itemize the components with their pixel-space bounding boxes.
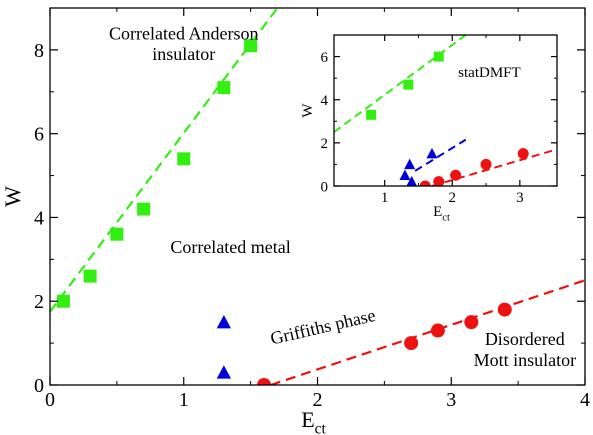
y-axis-label: W [0,186,25,207]
data-point-circle [497,302,512,317]
region-label-line: statDMFT [458,65,521,81]
data-point-circle [404,336,419,351]
y-tick-label: 6 [321,50,329,66]
data-point-square [83,269,97,283]
y-axis-label: W [300,103,316,118]
data-point-circle [450,169,462,181]
data-point-square [366,109,377,120]
data-point-square [433,51,444,62]
data-point-square [177,152,191,166]
data-point-circle [430,323,445,338]
fit-line [270,279,585,385]
x-tick-label: 3 [446,389,456,411]
region-label: statDMFT [458,65,521,81]
data-point-square [403,79,414,90]
data-point-square [56,294,70,308]
data-layer [50,8,585,385]
data-point-triangle [216,314,232,329]
region-label: Disordered Mott insulator [474,329,577,370]
y-tick-label: 2 [34,291,44,313]
data-point-circle [517,148,529,160]
data-point-square [244,39,258,53]
region-label: Correlated Anderson insulator [109,23,258,64]
region-label-line: insulator [152,44,215,64]
region-label-line: Correlated metal [170,237,290,257]
x-tick-label: 0 [45,389,55,411]
y-tick-label: 6 [34,124,44,146]
region-label-line: Mott insulator [474,350,577,370]
y-tick-label: 8 [34,40,44,62]
data-point-triangle [404,158,416,170]
fit-line [414,138,467,172]
data-point-triangle [399,169,411,180]
data-point-circle [257,378,271,385]
data-point-circle [419,180,431,186]
y-tick-label: 4 [34,207,44,229]
data-point-triangle [406,175,417,186]
y-tick-label: 2 [321,136,329,152]
data-layer [334,35,557,186]
data-point-circle [480,158,492,170]
region-label-line: Disordered [485,329,565,349]
x-tick-label: 4 [580,389,590,411]
y-tick-label: 0 [321,179,329,195]
data-point-square [217,81,231,95]
axes-frame [333,34,558,187]
data-point-triangle [426,147,438,159]
x-tick-label: 2 [449,190,457,206]
y-tick-label: 0 [34,375,44,397]
x-axis-label-subscript: ct [442,213,450,224]
fit-line [334,35,467,133]
x-tick-label: 3 [516,190,524,206]
x-tick-label: 1 [381,190,389,206]
x-axis-label: Ect [301,407,326,435]
x-tick-label: 2 [313,389,323,411]
data-point-square [137,202,151,216]
fit-line [431,148,557,186]
region-label: Correlated metal [170,237,290,257]
y-tick-label: 4 [321,93,329,109]
data-point-circle [464,315,479,330]
data-point-circle [433,176,445,186]
x-tick-label: 1 [179,389,189,411]
data-point-triangle [216,365,232,379]
data-point-square [110,227,124,241]
region-label-line: Correlated Anderson [109,23,258,43]
x-axis-label-subscript: ct [315,421,327,435]
